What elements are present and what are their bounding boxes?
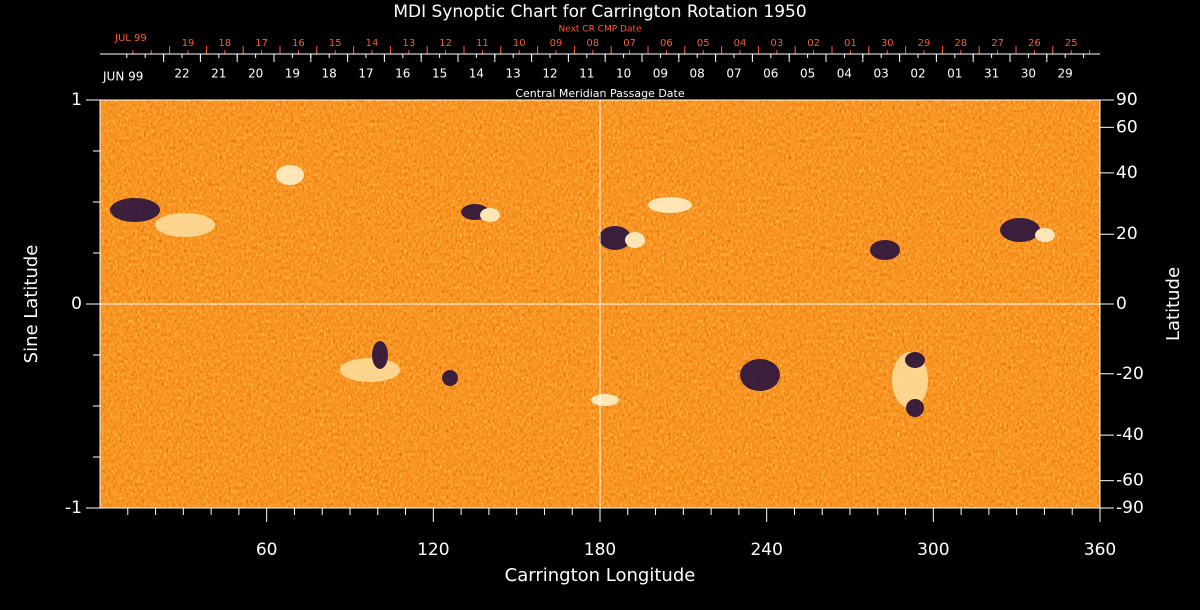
date-label: 13 [506, 67, 521, 81]
date-label: 09 [550, 38, 563, 49]
date-label: 01 [947, 67, 962, 81]
next-cr-month: JUL 99 [114, 33, 147, 44]
date-label: 16 [292, 38, 305, 49]
date-label: 11 [476, 38, 489, 49]
date-label: 08 [690, 67, 705, 81]
date-label: 03 [770, 38, 783, 49]
date-label: 17 [358, 67, 373, 81]
y2-tick-label: -20 [1116, 364, 1144, 384]
y-tick-label: 0 [71, 294, 82, 314]
y2-tick-label: -60 [1116, 471, 1144, 491]
date-label: 02 [807, 38, 820, 49]
date-label: 30 [1021, 67, 1036, 81]
chart-title: MDI Synoptic Chart for Carrington Rotati… [393, 2, 806, 22]
date-label: 03 [874, 67, 889, 81]
y2-tick-label: 20 [1116, 224, 1138, 244]
y2-tick-label: 60 [1116, 117, 1138, 137]
y2-tick-label: 0 [1116, 294, 1127, 314]
date-label: 19 [285, 67, 300, 81]
x-tick-label: 60 [256, 540, 278, 560]
date-label: 15 [432, 67, 447, 81]
x-tick-label: 300 [917, 540, 949, 560]
date-label: 05 [697, 38, 710, 49]
y2-tick-label: -40 [1116, 425, 1144, 445]
date-label: 08 [586, 38, 599, 49]
date-label: 12 [542, 67, 557, 81]
date-label: 14 [469, 67, 484, 81]
x-tick-label: 180 [584, 540, 616, 560]
date-label: 01 [844, 38, 857, 49]
x-tick-label: 240 [750, 540, 782, 560]
date-label: 31 [984, 67, 999, 81]
date-label: 04 [837, 67, 852, 81]
cmp-title: Central Meridian Passage Date [515, 87, 684, 100]
y2-tick-label: 90 [1116, 90, 1138, 110]
x-tick-label: 360 [1084, 540, 1116, 560]
date-label: 09 [653, 67, 668, 81]
y-axis-label: Sine Latitude [21, 245, 42, 364]
y2-tick-label: 40 [1116, 163, 1138, 183]
date-label: 05 [800, 67, 815, 81]
date-label: 19 [182, 38, 195, 49]
x-axis-label: Carrington Longitude [505, 565, 696, 586]
date-label: 25 [1065, 38, 1078, 49]
date-label: 10 [513, 38, 526, 49]
date-label: 07 [726, 67, 741, 81]
date-label: 21 [211, 67, 226, 81]
date-label: 16 [395, 67, 410, 81]
date-label: 18 [218, 38, 231, 49]
date-label: 30 [881, 38, 894, 49]
date-label: 10 [616, 67, 631, 81]
date-label: 15 [329, 38, 342, 49]
date-label: 18 [322, 67, 337, 81]
date-label: 02 [910, 67, 925, 81]
date-label: 14 [366, 38, 379, 49]
date-label: 29 [918, 38, 931, 49]
y2-tick-label: -90 [1116, 498, 1144, 518]
x-tick-label: 120 [417, 540, 449, 560]
cmp-month: JUN 99 [102, 70, 143, 84]
date-label: 11 [579, 67, 594, 81]
date-label: 28 [954, 38, 967, 49]
y2-axis-label: Latitude [1163, 267, 1184, 341]
date-label: 27 [991, 38, 1004, 49]
date-label: 20 [248, 67, 263, 81]
date-label: 07 [623, 38, 636, 49]
next-cr-title: Next CR CMP Date [558, 25, 642, 35]
date-label: 17 [255, 38, 268, 49]
date-label: 06 [763, 67, 778, 81]
date-label: 13 [402, 38, 415, 49]
date-label: 26 [1028, 38, 1041, 49]
date-label: 22 [174, 67, 189, 81]
date-label: 04 [734, 38, 747, 49]
date-label: 06 [660, 38, 673, 49]
y-tick-label: -1 [65, 498, 82, 518]
y-tick-label: 1 [71, 90, 82, 110]
date-label: 29 [1058, 67, 1073, 81]
date-label: 12 [439, 38, 452, 49]
